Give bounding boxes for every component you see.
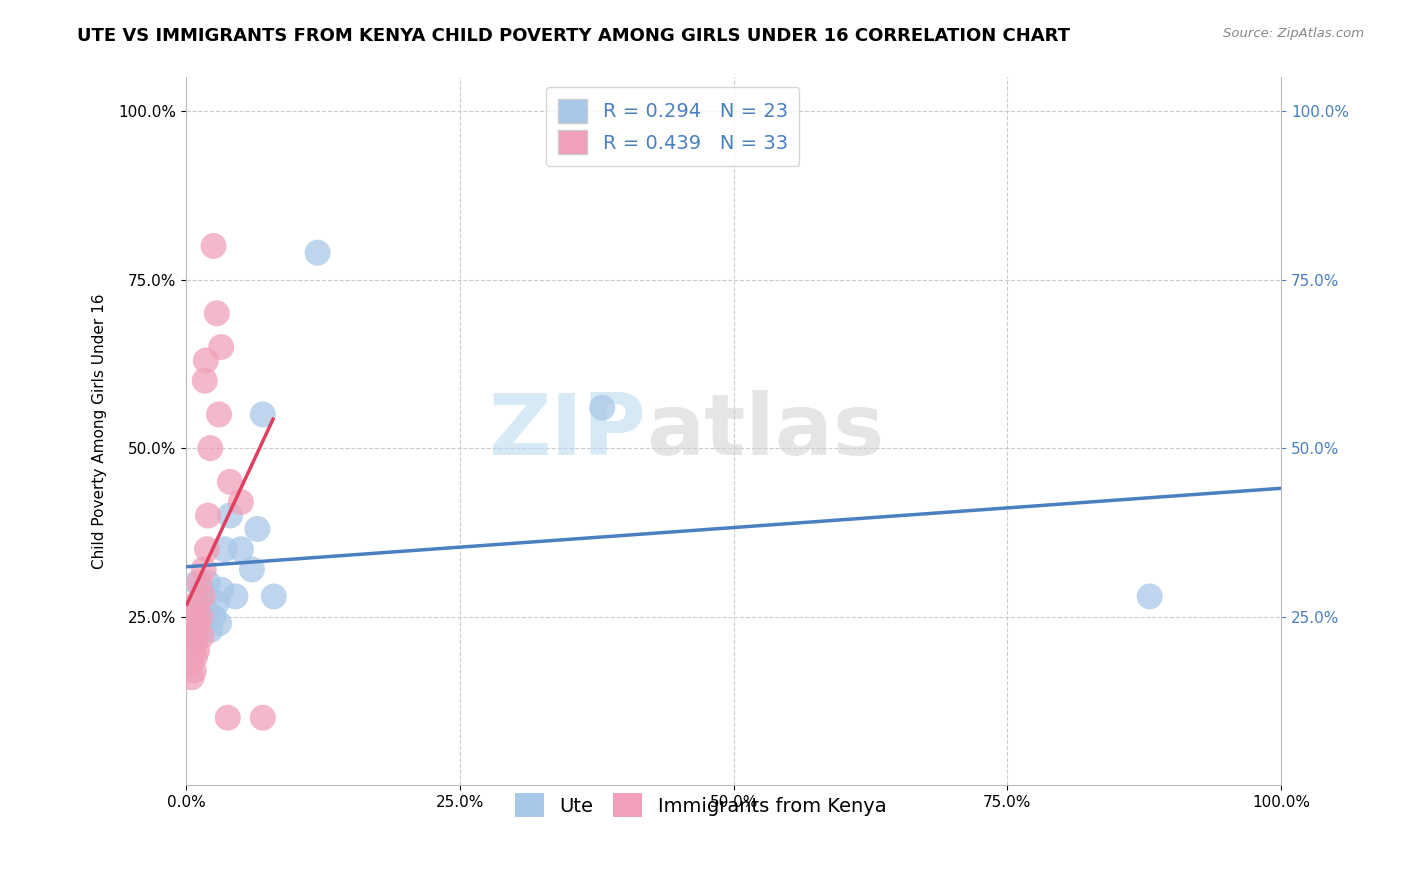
Point xyxy=(194,374,217,388)
Point xyxy=(591,401,613,415)
Legend: Ute, Immigrants from Kenya: Ute, Immigrants from Kenya xyxy=(508,786,894,825)
Text: atlas: atlas xyxy=(645,390,884,473)
Point xyxy=(197,508,219,523)
Point xyxy=(191,582,214,597)
Point xyxy=(219,475,242,489)
Point xyxy=(209,582,232,597)
Point xyxy=(183,664,205,678)
Point xyxy=(184,616,207,631)
Point xyxy=(229,542,252,557)
Point xyxy=(181,643,204,657)
Point xyxy=(186,643,208,657)
Point xyxy=(252,711,274,725)
Text: Source: ZipAtlas.com: Source: ZipAtlas.com xyxy=(1223,27,1364,40)
Point xyxy=(209,340,232,354)
Point xyxy=(219,508,242,523)
Point xyxy=(217,711,239,725)
Point xyxy=(180,657,202,671)
Point xyxy=(240,562,263,576)
Point xyxy=(214,542,236,557)
Point xyxy=(179,630,201,644)
Point xyxy=(184,650,207,665)
Point xyxy=(194,603,217,617)
Point xyxy=(252,408,274,422)
Point xyxy=(202,609,225,624)
Point xyxy=(184,630,207,644)
Text: ZIP: ZIP xyxy=(488,390,645,473)
Point xyxy=(180,623,202,637)
Text: UTE VS IMMIGRANTS FROM KENYA CHILD POVERTY AMONG GIRLS UNDER 16 CORRELATION CHAR: UTE VS IMMIGRANTS FROM KENYA CHILD POVER… xyxy=(77,27,1070,45)
Point xyxy=(183,637,205,651)
Point xyxy=(229,495,252,509)
Point xyxy=(263,590,285,604)
Point xyxy=(246,522,269,536)
Point xyxy=(186,576,208,591)
Point xyxy=(190,630,212,644)
Point xyxy=(200,623,222,637)
Point xyxy=(194,353,217,368)
Y-axis label: Child Poverty Among Girls Under 16: Child Poverty Among Girls Under 16 xyxy=(93,293,107,569)
Point xyxy=(188,576,211,591)
Point xyxy=(208,408,231,422)
Point xyxy=(181,609,204,624)
Point xyxy=(177,643,200,657)
Point xyxy=(190,609,212,624)
Point xyxy=(202,239,225,253)
Point xyxy=(1139,590,1161,604)
Point xyxy=(180,670,202,684)
Point xyxy=(208,616,231,631)
Point xyxy=(188,616,211,631)
Point xyxy=(193,562,215,576)
Point xyxy=(307,245,329,260)
Point xyxy=(187,616,209,631)
Point xyxy=(200,441,222,455)
Point xyxy=(195,542,218,557)
Point xyxy=(197,576,219,591)
Point xyxy=(186,596,208,610)
Point xyxy=(205,596,228,610)
Point xyxy=(205,306,228,320)
Point xyxy=(180,603,202,617)
Point xyxy=(191,590,214,604)
Point xyxy=(224,590,246,604)
Point xyxy=(184,630,207,644)
